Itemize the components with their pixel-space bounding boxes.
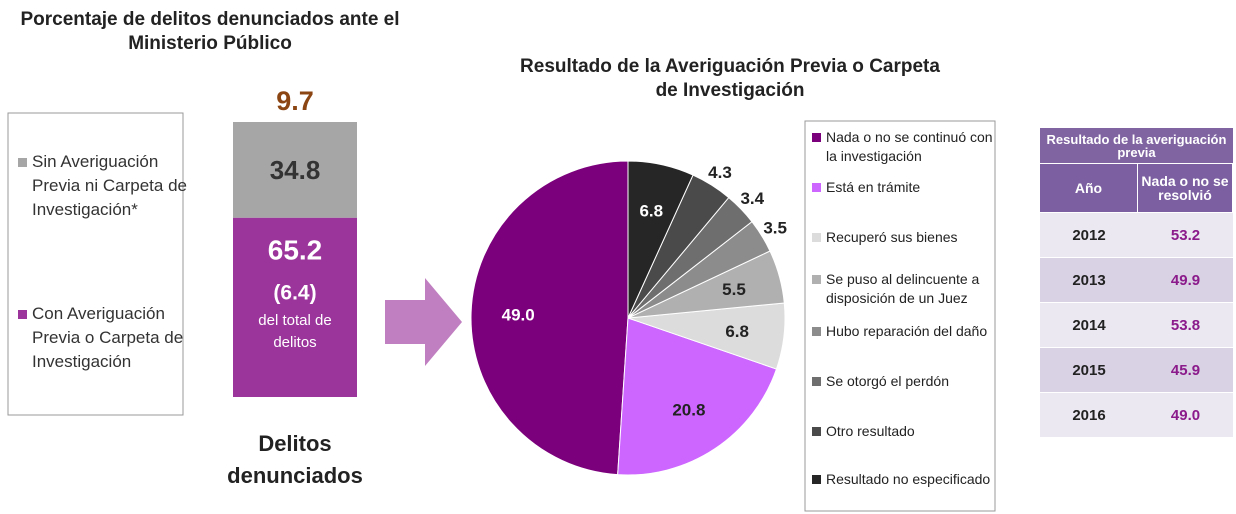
legend-swatch bbox=[812, 377, 821, 386]
legend-box bbox=[804, 120, 996, 512]
bar-value-label: 34.8 bbox=[270, 155, 321, 185]
table-title: Resultado de la averiguación previa bbox=[1040, 128, 1233, 163]
legend-item: Está en trámite bbox=[812, 178, 998, 197]
table-cell: 53.2 bbox=[1138, 213, 1233, 257]
legend-swatch bbox=[812, 475, 821, 484]
bar-segment bbox=[233, 122, 357, 218]
pie-value-label: 49.0 bbox=[502, 305, 535, 324]
pie-value-label: 5.5 bbox=[722, 280, 746, 299]
legend-item: Se puso al delincuente a disposición de … bbox=[812, 270, 998, 308]
x-tick-label: Delitos denunciados bbox=[227, 431, 363, 488]
legend-box bbox=[7, 112, 184, 416]
bar-value-label: 65.2 bbox=[268, 235, 323, 266]
pie-value-label: 3.5 bbox=[763, 219, 787, 238]
chart-title: Resultado de la Averiguación Previa o Ca… bbox=[520, 56, 940, 101]
table-cell: 2013 bbox=[1040, 258, 1138, 302]
table-cell: 2012 bbox=[1040, 213, 1138, 257]
legend-swatch bbox=[18, 310, 27, 319]
chart-title: Porcentaje de delitos denunciados ante e… bbox=[20, 9, 400, 54]
table-cell: 53.8 bbox=[1138, 303, 1233, 347]
table-cell: 49.9 bbox=[1138, 258, 1233, 302]
table-cell: 2014 bbox=[1040, 303, 1138, 347]
pie-value-label: 3.4 bbox=[740, 189, 764, 208]
legend-item: Sin Averiguación Previa ni Carpeta de In… bbox=[18, 150, 192, 222]
column-header: Año bbox=[1040, 164, 1137, 212]
pie-value-label: 20.8 bbox=[672, 401, 705, 420]
legend-swatch bbox=[812, 327, 821, 336]
pie-slice bbox=[617, 317, 778, 476]
legend-item: Se otorgó el perdón bbox=[812, 372, 998, 391]
inner-note: del total de delitos bbox=[258, 311, 332, 351]
annotation: 9.7 bbox=[276, 86, 314, 116]
pie-slice bbox=[470, 160, 629, 476]
inner-value-label: (6.4) bbox=[273, 282, 316, 305]
legend-item: Recuperó sus bienes bbox=[812, 228, 998, 247]
pie-value-label: 6.8 bbox=[639, 202, 663, 221]
legend-item: Otro resultado bbox=[812, 422, 998, 441]
legend-swatch bbox=[812, 275, 821, 284]
bar-segment bbox=[233, 217, 357, 397]
legend-item: Hubo reparación del daño bbox=[812, 322, 998, 341]
pie-value-label: 6.8 bbox=[725, 322, 749, 341]
legend-item: Resultado no especificado bbox=[812, 470, 998, 489]
column-header: Nada o no se resolvió bbox=[1138, 164, 1232, 212]
table-cell: 2015 bbox=[1040, 348, 1138, 392]
legend-item: Con Averiguación Previa o Carpeta de Inv… bbox=[18, 302, 192, 374]
legend-swatch bbox=[812, 427, 821, 436]
arrow bbox=[385, 278, 462, 366]
legend-swatch bbox=[18, 158, 27, 167]
pie-slice bbox=[627, 160, 694, 319]
table-cell: 49.0 bbox=[1138, 393, 1233, 437]
legend-swatch bbox=[812, 233, 821, 242]
legend-item: Nada o no se continuó con la investigaci… bbox=[812, 128, 998, 166]
pie-value-label: 4.3 bbox=[708, 163, 732, 182]
legend-swatch bbox=[812, 183, 821, 192]
legend-swatch bbox=[812, 133, 821, 142]
table-cell: 45.9 bbox=[1138, 348, 1233, 392]
table-cell: 2016 bbox=[1040, 393, 1138, 437]
